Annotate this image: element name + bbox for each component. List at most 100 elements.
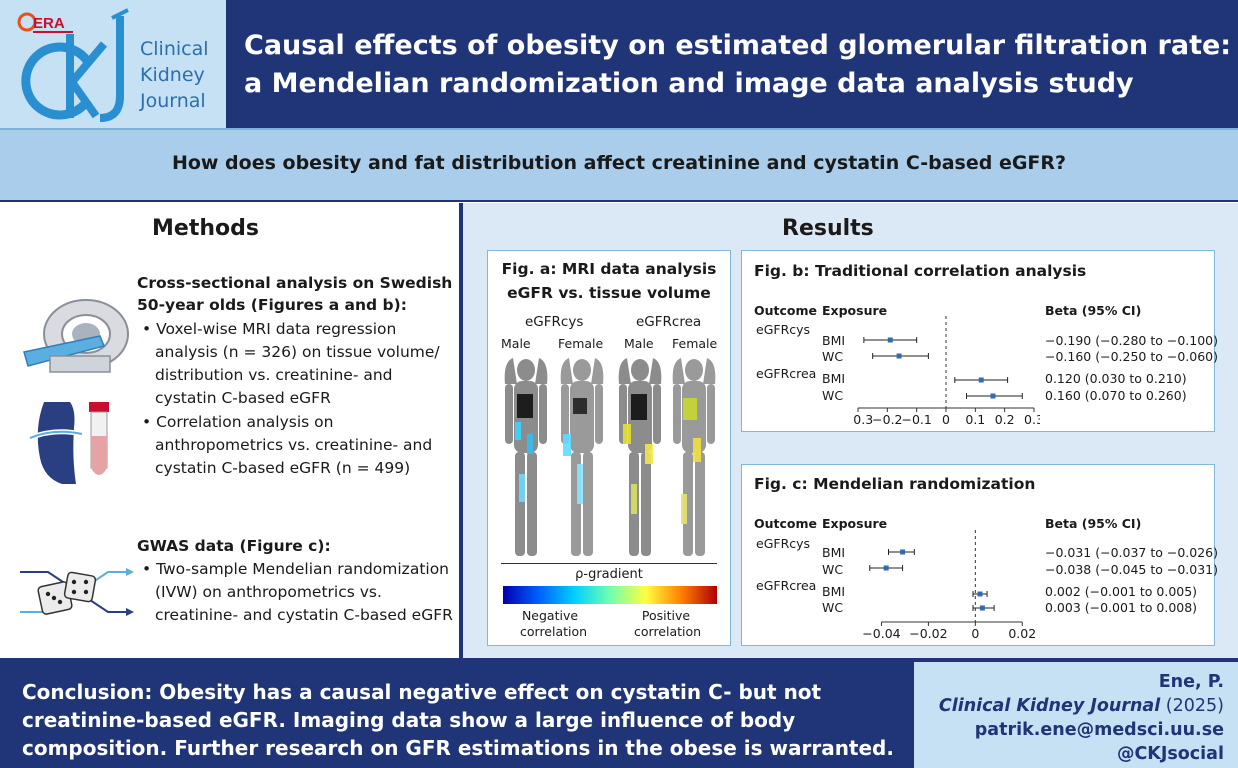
- fig-c-header-exposure: Exposure: [822, 516, 888, 531]
- methods-section1-title-line1: Cross-sectional analysis on Swedish: [137, 274, 453, 292]
- methods-bullet1-line2: analysis (n = 326) on tissue volume/: [155, 343, 440, 361]
- conclusion-line3: composition. Further research on GFR est…: [22, 736, 894, 760]
- question-band: [0, 128, 1238, 202]
- fig-a-female-1: Female: [558, 336, 604, 351]
- figc-point-2: [883, 565, 889, 571]
- fig-c-exposure-4: WC: [822, 600, 844, 615]
- fig-a-female-2: Female: [672, 336, 718, 351]
- citation-year: (2025): [1160, 696, 1224, 716]
- methods-bullet1-line3: distribution vs. creatinine- and: [155, 366, 393, 384]
- methods-section2-title: GWAS data (Figure c):: [137, 537, 331, 555]
- figb-tick-label-5: 0.1: [965, 412, 985, 426]
- methods-section1-title-line2: 50-year olds (Figures a and b):: [137, 296, 407, 314]
- fig-c-exposure-3: BMI: [822, 584, 846, 599]
- figc-tick-label-1: −0.04: [862, 626, 900, 640]
- gradient-rule: [501, 563, 717, 564]
- fig-b-exposure-1: BMI: [822, 333, 846, 348]
- fig-b-header-beta: Beta (95% CI): [1045, 303, 1142, 318]
- citation-social[interactable]: @CKJsocial: [1116, 744, 1224, 764]
- methods-bullet2-line2: anthropometrics vs. creatinine- and: [155, 436, 433, 454]
- mri-body-maps-icon: [504, 358, 716, 556]
- era-logo-text: ERA: [33, 15, 65, 32]
- methods-heading: Methods: [152, 216, 259, 241]
- figc-tick-label-2: −0.02: [909, 626, 947, 640]
- fig-a-title-line1: Fig. a: MRI data analysis: [501, 260, 717, 278]
- fig-c-ci-2: −0.038 (−0.045 to −0.031): [1045, 562, 1218, 577]
- fig-b-forest-plot: −0.3−0.2−0.1 0 0.1 0.2 0.3: [852, 316, 1040, 426]
- figb-point-3: [978, 377, 984, 383]
- fig-c-exposure-2: WC: [822, 562, 844, 577]
- dice-icon: [20, 568, 134, 616]
- figb-tick-label-4: 0: [942, 412, 950, 426]
- methods-bullet2-line3: cystatin C-based eGFR (n = 499): [155, 459, 411, 477]
- fig-c-exposure-1: BMI: [822, 545, 846, 560]
- fig-b-ci-4: 0.160 (0.070 to 0.260): [1045, 388, 1187, 403]
- fig-a-male-2: Male: [624, 336, 654, 351]
- citation-box: [914, 662, 1238, 768]
- fig-b-header-exposure: Exposure: [822, 303, 888, 318]
- fig-b-ci-3: 0.120 (0.030 to 0.210): [1045, 371, 1187, 386]
- logo-text-clinical: Clinical: [140, 38, 209, 60]
- research-question: How does obesity and fat distribution af…: [171, 152, 1067, 174]
- page-title-line1: Causal effects of obesity on estimated g…: [244, 30, 1232, 61]
- fig-a-male-1: Male: [501, 336, 531, 351]
- logo-text-kidney: Kidney: [140, 64, 205, 86]
- fig-b-header-outcome: Outcome: [754, 303, 818, 318]
- methods-bullet1-line1: • Voxel-wise MRI data regression: [142, 320, 397, 338]
- figb-point-1: [887, 337, 893, 343]
- fig-c-ci-3: 0.002 (−0.001 to 0.005): [1045, 584, 1198, 599]
- correlation-colorbar: [503, 586, 717, 604]
- fig-b-ci-1: −0.190 (−0.280 to −0.100): [1045, 333, 1218, 348]
- fig-c-outcome-crea: eGFRcrea: [756, 578, 817, 593]
- figb-tick-label-2: −0.2: [872, 412, 902, 426]
- fig-b-exposure-2: WC: [822, 349, 844, 364]
- conclusion-line1: Conclusion: Obesity has a causal negativ…: [22, 680, 822, 704]
- citation-journal: Clinical Kidney Journal: [938, 696, 1161, 716]
- fig-c-ci-1: −0.031 (−0.037 to −0.026): [1045, 545, 1218, 560]
- fig-c-ci-4: 0.003 (−0.001 to 0.008): [1045, 600, 1198, 615]
- fig-b-outcome-crea: eGFRcrea: [756, 366, 817, 381]
- gradient-label: ρ-gradient: [575, 567, 643, 582]
- fig-c-outcome-cys: eGFRcys: [756, 536, 811, 551]
- fig-b-exposure-4: WC: [822, 388, 844, 403]
- fig-c-header-beta: Beta (95% CI): [1045, 516, 1142, 531]
- fig-b-ci-2: −0.160 (−0.250 to −0.060): [1045, 349, 1218, 364]
- pos-label-line1: Positive: [641, 608, 691, 623]
- mri-scanner-icon: [23, 299, 129, 373]
- journal-logo: ERA Clinical Kidney Journal: [0, 0, 226, 128]
- methods-bullet3-line2: (IVW) on anthropometrics vs.: [155, 583, 382, 601]
- citation-email[interactable]: patrik.ene@medsci.uu.se: [974, 720, 1224, 740]
- methods-bullet1-line4: cystatin C-based eGFR: [155, 389, 331, 407]
- test-tube-icon: [89, 402, 109, 475]
- fig-b-title: Fig. b: Traditional correlation analysis: [754, 262, 1087, 280]
- results-heading: Results: [782, 216, 874, 241]
- methods-bullet3-line1: • Two-sample Mendelian randomization: [142, 560, 450, 578]
- figb-tick-label-7: 0.3: [1024, 412, 1040, 426]
- panel-divider: [459, 203, 463, 658]
- ckj-monogram-icon: ERA: [17, 8, 129, 122]
- figb-tick-label-1: −0.3: [852, 412, 873, 426]
- fig-a-col-cys: eGFRcys: [525, 314, 584, 330]
- waist-measure-icon: [29, 402, 83, 484]
- fig-a-col-crea: eGFRcrea: [636, 314, 702, 330]
- fig-c-header-outcome: Outcome: [754, 516, 818, 531]
- page-title-line2: a Mendelian randomization and image data…: [244, 68, 1134, 99]
- fig-b-outcome-cys: eGFRcys: [756, 322, 811, 337]
- figc-point-1: [900, 549, 906, 555]
- figb-point-2: [896, 353, 902, 359]
- methods-bullet3-line3: creatinine- and cystatin C-based eGFR: [155, 606, 453, 624]
- pos-label-line2: correlation: [634, 624, 702, 639]
- fig-c-title: Fig. c: Mendelian randomization: [754, 475, 1036, 493]
- figb-tick-label-6: 0.2: [995, 412, 1015, 426]
- fig-c-panel: [741, 464, 1215, 646]
- figb-point-4: [990, 393, 996, 399]
- fig-c-forest-plot: −0.04 −0.02 0 0.02: [862, 530, 1036, 640]
- figc-point-3: [977, 591, 983, 597]
- fig-b-exposure-3: BMI: [822, 371, 846, 386]
- figc-point-4: [979, 605, 985, 611]
- citation-author: Ene, P.: [1158, 672, 1224, 692]
- fig-a-title-line2: eGFR vs. tissue volume: [507, 284, 711, 302]
- figc-tick-label-3: 0: [971, 626, 979, 640]
- neg-label-line1: Negative: [521, 608, 579, 623]
- logo-text-journal: Journal: [140, 90, 206, 112]
